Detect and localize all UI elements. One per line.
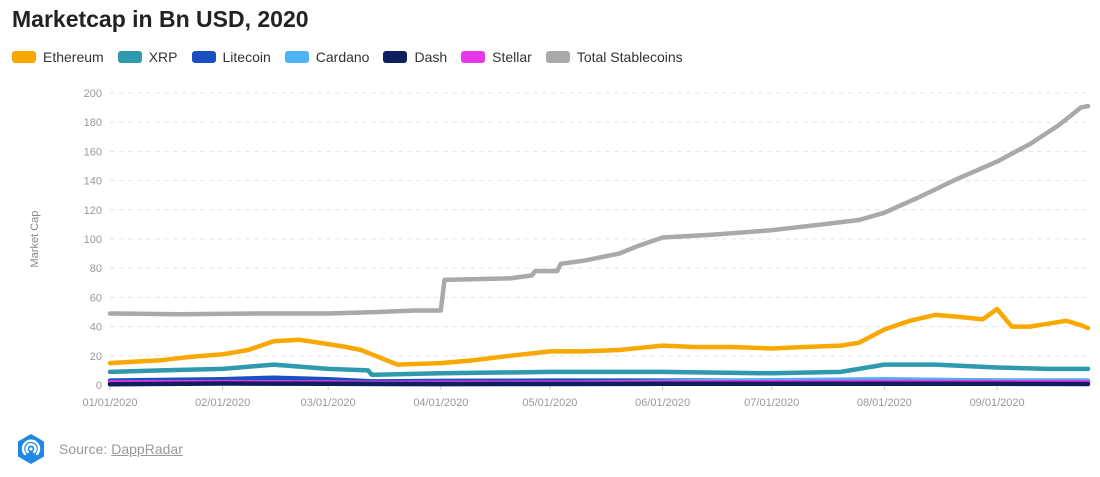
y-tick-label: 180 [84, 117, 102, 129]
legend-item-xrp[interactable]: XRP [117, 49, 178, 65]
x-tick-label: 04/01/2020 [413, 397, 468, 409]
legend-item-litecoin[interactable]: Litecoin [191, 49, 271, 65]
x-tick-label: 02/01/2020 [195, 397, 250, 409]
x-tick-label: 05/01/2020 [522, 397, 577, 409]
x-tick-label: 09/01/2020 [970, 397, 1025, 409]
dappradar-logo-icon [18, 434, 44, 464]
legend-label: Stellar [492, 49, 532, 65]
x-axis-ticks: 01/01/2020 02/01/2020 03/01/2020 04/01/2020… [82, 385, 1025, 409]
series-line-xrp [107, 362, 1091, 378]
series-line-dash [107, 381, 1091, 387]
y-tick-label: 200 [84, 88, 102, 100]
grid-lines [110, 92, 1088, 386]
chart-title: Marketcap in Bn USD, 2020 [12, 6, 309, 32]
legend-label: Ethereum [43, 49, 104, 65]
legend-item-stellar[interactable]: Stellar [461, 49, 532, 65]
x-tick-label: 06/01/2020 [635, 397, 690, 409]
legend-label: Litecoin [222, 49, 271, 65]
x-tick-label: 03/01/2020 [301, 397, 356, 409]
legend-swatch [191, 51, 216, 63]
y-tick-label: 60 [90, 292, 102, 304]
line-chart: 0 20 40 60 80 100 120 140 160 180 200 01/01/2020 02… [29, 88, 1091, 409]
legend-label: Dash [414, 49, 448, 65]
y-tick-label: 0 [96, 380, 102, 392]
x-tick-label: 08/01/2020 [857, 397, 912, 409]
x-tick-label: 01/01/2020 [82, 397, 137, 409]
series-line-total-stablecoins [107, 103, 1091, 317]
source-prefix: Source: [59, 441, 108, 457]
series-line-ethereum [107, 306, 1091, 367]
legend-swatch [383, 51, 408, 63]
y-tick-label: 20 [90, 351, 102, 363]
legend-item-ethereum[interactable]: Ethereum [12, 49, 104, 65]
chart-legend: Ethereum XRP Litecoin Cardano Dash Stellar Tot… [12, 49, 697, 65]
y-tick-label: 140 [84, 176, 102, 188]
legend-item-total-stablecoins[interactable]: Total Stablecoins [545, 49, 683, 65]
legend-label: XRP [148, 49, 178, 65]
legend-swatch [461, 51, 486, 63]
y-tick-label: 100 [84, 234, 102, 246]
legend-swatch [12, 51, 36, 63]
legend-swatch [117, 51, 142, 63]
legend-item-cardano[interactable]: Cardano [284, 49, 370, 65]
source-credit: Source: DappRadar [15, 433, 183, 465]
legend-label: Cardano [315, 49, 370, 65]
y-tick-label: 120 [84, 205, 102, 217]
legend-swatch [284, 51, 309, 63]
y-tick-label: 160 [84, 146, 102, 158]
series-lines [107, 103, 1091, 387]
legend-swatch [545, 51, 570, 63]
y-tick-label: 40 [90, 322, 102, 334]
legend-item-dash[interactable]: Dash [383, 49, 447, 65]
x-tick-label: 07/01/2020 [744, 397, 799, 409]
legend-label: Total Stablecoins [576, 49, 683, 65]
y-axis-label: Market Cap [29, 211, 41, 268]
y-tick-label: 80 [90, 263, 102, 275]
y-axis-ticks: 0 20 40 60 80 100 120 140 160 180 200 [84, 88, 102, 392]
source-link[interactable]: DappRadar [111, 441, 183, 457]
